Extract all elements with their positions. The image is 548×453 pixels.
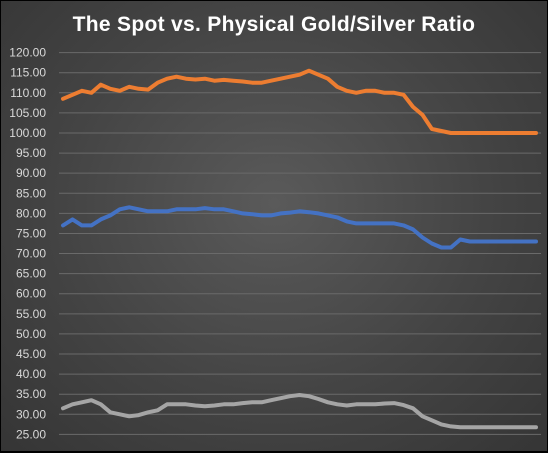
y-tick-label: 85.00 bbox=[16, 186, 46, 200]
chart-title: The Spot vs. Physical Gold/Silver Ratio bbox=[73, 13, 476, 36]
gridlines bbox=[59, 52, 541, 435]
y-tick-label: 40.00 bbox=[16, 367, 46, 381]
y-tick-label: 65.00 bbox=[16, 267, 46, 281]
y-tick-label: 115.00 bbox=[10, 66, 46, 80]
y-tick-label: 30.00 bbox=[16, 407, 46, 421]
series-line-2 bbox=[61, 205, 538, 250]
y-tick-label: 100.00 bbox=[9, 126, 46, 140]
y-tick-label: 70.00 bbox=[16, 247, 46, 261]
y-tick-label: 60.00 bbox=[16, 287, 46, 301]
series-line-1 bbox=[61, 68, 538, 135]
series-line-3 bbox=[61, 393, 538, 430]
y-tick-label: 25.00 bbox=[16, 427, 46, 441]
y-tick-label: 55.00 bbox=[16, 307, 46, 321]
y-tick-label: 80.00 bbox=[16, 206, 46, 220]
y-axis-tick-labels: 25.00 30.00 35.00 40.00 45.00 50.00 55.00 60.00… bbox=[9, 46, 46, 442]
series-lines bbox=[61, 68, 538, 430]
y-tick-label: 95.00 bbox=[16, 146, 46, 160]
y-tick-label: 105.00 bbox=[9, 106, 46, 120]
y-tick-label: 75.00 bbox=[16, 226, 46, 240]
y-tick-label: 50.00 bbox=[16, 327, 46, 341]
y-tick-label: 110.00 bbox=[10, 86, 46, 100]
y-tick-label: 35.00 bbox=[16, 387, 46, 401]
y-tick-label: 45.00 bbox=[16, 347, 46, 361]
y-tick-label: 90.00 bbox=[16, 166, 46, 180]
y-tick-label: 120.00 bbox=[9, 46, 46, 60]
